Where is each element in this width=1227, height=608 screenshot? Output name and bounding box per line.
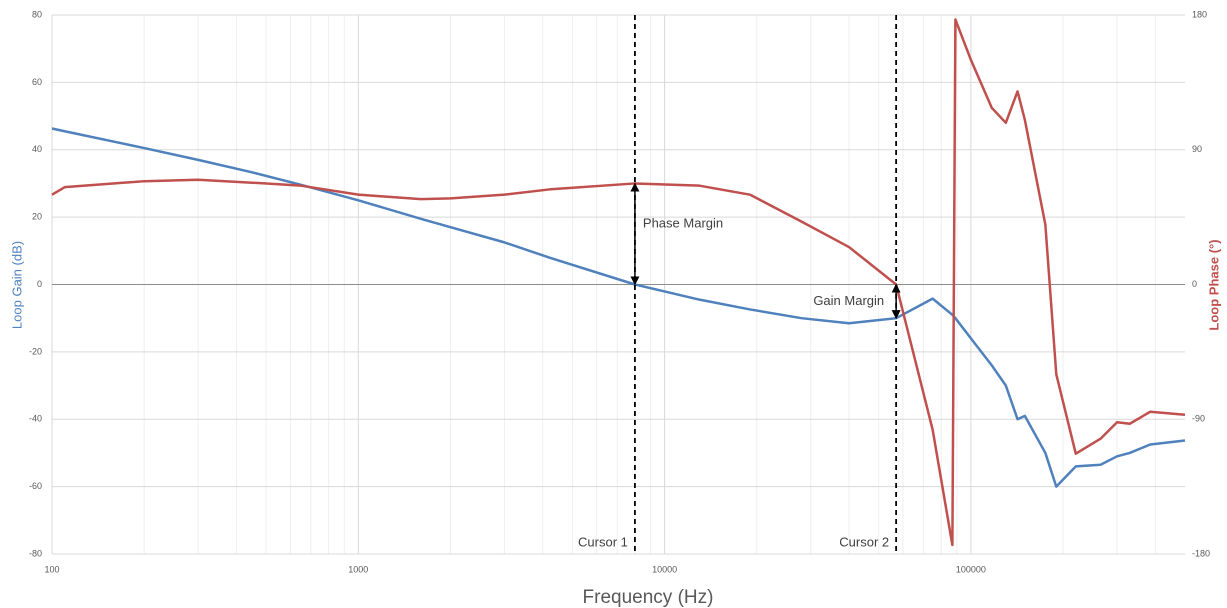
y2-tick-label: 180 <box>1192 9 1207 19</box>
y-tick-label: 20 <box>32 212 42 222</box>
x-tick-label: 10000 <box>652 564 677 574</box>
y-axis-title: Loop Gain (dB) <box>9 241 24 329</box>
y-tick-label: 80 <box>32 9 42 19</box>
x-axis-title: Frequency (Hz) <box>583 587 714 608</box>
cursor-label: Cursor 1 <box>578 534 628 549</box>
x-tick-label: 1000 <box>348 564 368 574</box>
y-tick-label: -40 <box>29 414 42 424</box>
y-tick-label: 60 <box>32 77 42 87</box>
x-tick-label: 100 <box>44 564 59 574</box>
series-line <box>51 18 1186 547</box>
y2-tick-label: 90 <box>1192 144 1202 154</box>
x-tick-label: 100000 <box>956 564 986 574</box>
grid <box>51 14 1185 555</box>
y2-axis-title: Loop Phase (°) <box>1206 239 1221 330</box>
annotation: Phase Margin <box>643 215 723 230</box>
y-tick-label: 40 <box>32 144 42 154</box>
y-tick-label: 0 <box>37 279 42 289</box>
cursor-label: Cursor 2 <box>839 534 889 549</box>
y2-tick-label: 0 <box>1192 279 1197 289</box>
y-tick-label: -60 <box>29 481 42 491</box>
y-tick-label: -80 <box>29 548 42 558</box>
y2-tick-label: -90 <box>1192 414 1205 424</box>
annotation: Gain Margin <box>813 293 884 308</box>
y-tick-label: -20 <box>29 346 42 356</box>
y2-tick-label: -180 <box>1192 548 1210 558</box>
